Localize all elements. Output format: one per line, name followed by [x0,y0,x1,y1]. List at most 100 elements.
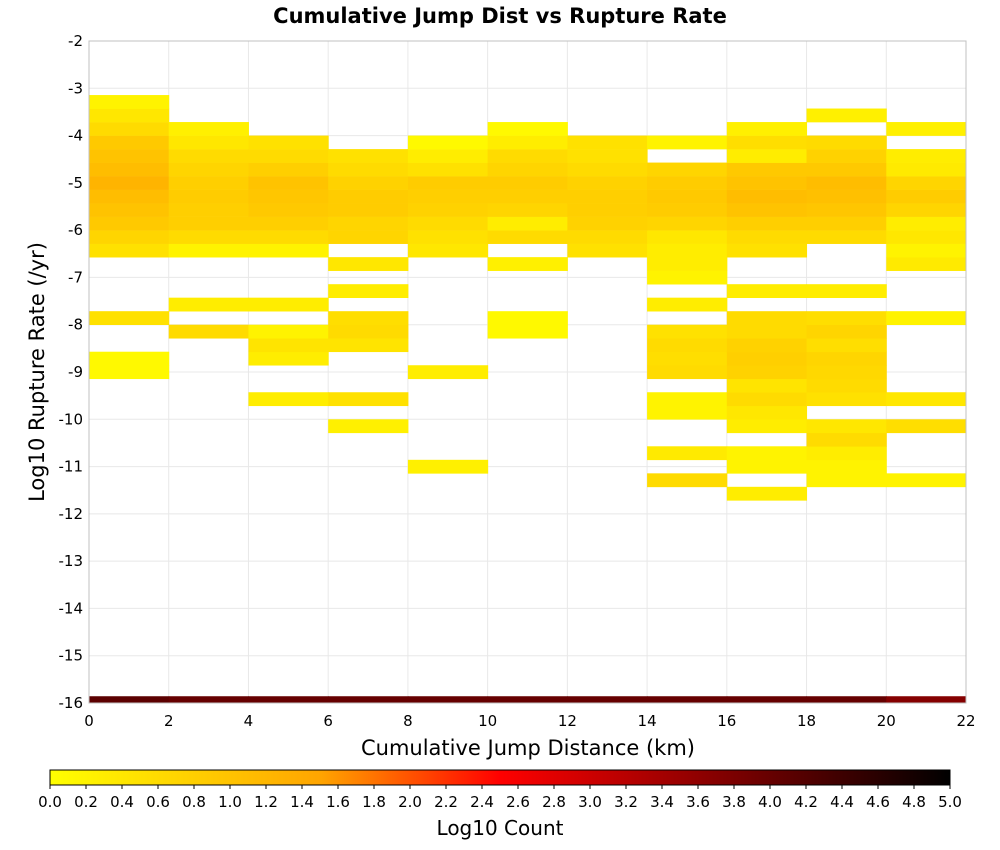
heatmap-cell [487,122,568,136]
heatmap-cell [726,162,808,177]
heatmap-cell [726,122,808,136]
colorbar-tick-label: 3.4 [650,793,674,811]
heatmap-cell [407,162,489,177]
heatmap-cell [886,473,967,488]
heatmap-cell [407,459,489,474]
heatmap-cell [407,189,489,204]
heatmap-cell [806,311,887,326]
y-tick-label: -12 [59,505,84,523]
heatmap-cell [647,176,728,190]
heatmap-cell [567,216,648,231]
y-tick-label: -6 [68,221,83,239]
heatmap-cell [328,162,409,177]
heatmap-cell [806,203,887,217]
heatmap-cell [89,95,170,109]
heatmap-cell [168,176,249,190]
heatmap-cell [726,405,808,420]
heatmap-cell [647,392,728,407]
heatmap-cells [89,95,967,704]
x-tick-label: 2 [164,712,174,730]
y-tick-label: -5 [68,174,83,192]
heatmap-cell [248,297,329,312]
heatmap-cell [89,243,170,258]
heatmap-cell [726,176,808,190]
colorbar-ticks: 0.0 0.2 0.4 0.6 0.8 1.0 1.2 1.4 1.6 1.8 2.0 2.2 2.4 2… [38,785,962,811]
heatmap-cell [647,135,728,150]
heatmap-cell [647,243,728,258]
heatmap-cell [407,365,489,380]
heatmap-cell [487,324,568,339]
colorbar-tick-label: 0.6 [146,793,170,811]
colorbar-tick-label: 1.4 [290,793,314,811]
x-tick-label: 4 [244,712,254,730]
heatmap-cell [168,297,249,312]
heatmap-cell [89,149,170,163]
x-tick-label: 0 [84,712,94,730]
heatmap-cell [726,351,808,366]
heatmap-cell [168,135,249,150]
heatmap-cell [487,135,568,150]
colorbar-tick-label: 4.0 [758,793,782,811]
heatmap-cell [647,696,728,704]
colorbar-label: Log10 Count [437,816,564,840]
heatmap-cell [806,135,887,150]
heatmap-cell [328,311,409,326]
heatmap-cell [886,257,967,271]
heatmap-cell [487,149,568,163]
heatmap-cell [806,392,887,407]
heatmap-cell [567,176,648,190]
heatmap-cell [168,162,249,177]
heatmap-cell [886,392,967,407]
y-tick-label: -9 [68,363,83,381]
y-tick-label: -10 [59,410,84,428]
heatmap-cell [886,419,967,434]
x-tick-label: 22 [956,712,975,730]
heatmap-cell [487,311,568,326]
heatmap-cell [806,230,887,244]
colorbar-tick-label: 0.2 [74,793,98,811]
heatmap-cell [726,216,808,231]
heatmap-cell [89,351,170,366]
colorbar-tick-label: 4.8 [902,793,926,811]
heatmap-cell [647,446,728,461]
heatmap-cell [328,189,409,204]
colorbar-tick-label: 0.0 [38,793,62,811]
heatmap-cell [647,365,728,380]
heatmap-cell [328,284,409,299]
x-tick-label: 20 [877,712,896,730]
heatmap-cell [726,149,808,163]
x-axis-ticks: 0 2 4 6 8 10 12 14 16 18 20 22 [84,712,975,730]
heatmap-cell [328,392,409,407]
colorbar-tick-label: 5.0 [938,793,962,811]
heatmap-cell [726,311,808,326]
colorbar-tick-label: 1.2 [254,793,278,811]
heatmap-cell [567,230,648,244]
heatmap-cell [647,270,728,285]
heatmap-cell [647,324,728,339]
heatmap-cell [647,473,728,488]
x-tick-label: 14 [638,712,657,730]
heatmap-cell [806,324,887,339]
heatmap-cell [168,216,249,231]
x-tick-label: 8 [403,712,413,730]
heatmap-cell [886,696,967,704]
heatmap-cell [328,203,409,217]
heatmap-cell [248,149,329,163]
heatmap-cell [726,135,808,150]
heatmap-cell [567,135,648,150]
heatmap-cell [89,122,170,136]
heatmap-cell [407,243,489,258]
heatmap-cell [328,216,409,231]
heatmap-cell [168,243,249,258]
heatmap-cell [328,176,409,190]
heatmap-cell [806,351,887,366]
heatmap-cell [248,696,329,704]
heatmap-cell [487,176,568,190]
heatmap-cell [886,149,967,163]
heatmap-cell [328,324,409,339]
heatmap-cell [407,696,489,704]
x-tick-label: 16 [717,712,736,730]
heatmap-cell [248,351,329,366]
chart-title: Cumulative Jump Dist vs Rupture Rate [273,4,727,28]
